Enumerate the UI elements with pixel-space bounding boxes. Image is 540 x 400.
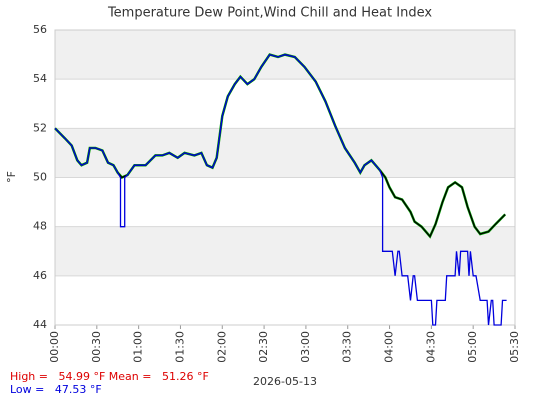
x-tick-label: 00:00 — [48, 331, 61, 363]
x-tick-label: 02:00 — [215, 331, 228, 363]
y-tick-label: 56 — [33, 23, 47, 36]
x-tick-label: 05:30 — [508, 331, 521, 363]
y-tick-label: 48 — [33, 220, 47, 233]
y-tick-label: 50 — [33, 171, 47, 184]
band — [55, 226, 515, 276]
x-tick-label: 01:30 — [173, 331, 186, 363]
y-axis-label: °F — [5, 171, 18, 183]
footer-stat: High = 54.99 °F Mean = 51.26 °F — [10, 370, 209, 383]
series-line — [54, 53, 507, 326]
y-tick-label: 46 — [33, 269, 47, 282]
x-axis-label: 2026-05-13 — [253, 375, 317, 388]
footer-stat: Low = 47.53 °F — [10, 383, 102, 396]
x-tick-label: 03:00 — [299, 331, 312, 363]
y-tick-label: 54 — [33, 72, 47, 85]
x-tick-label: 00:30 — [90, 331, 103, 363]
y-tick-label: 52 — [33, 121, 47, 134]
band — [55, 128, 515, 178]
x-tick-label: 05:00 — [466, 331, 479, 363]
plot-frame — [54, 29, 516, 326]
x-tick-label: 03:30 — [341, 331, 354, 363]
x-tick-label: 01:00 — [132, 331, 145, 363]
y-tick-label: 44 — [33, 318, 47, 331]
chart-title: Temperature Dew Point,Wind Chill and Hea… — [107, 6, 432, 21]
x-tick-label: 04:00 — [383, 331, 396, 363]
x-tick-label: 02:30 — [257, 331, 270, 363]
x-tick-label: 04:30 — [424, 331, 437, 363]
